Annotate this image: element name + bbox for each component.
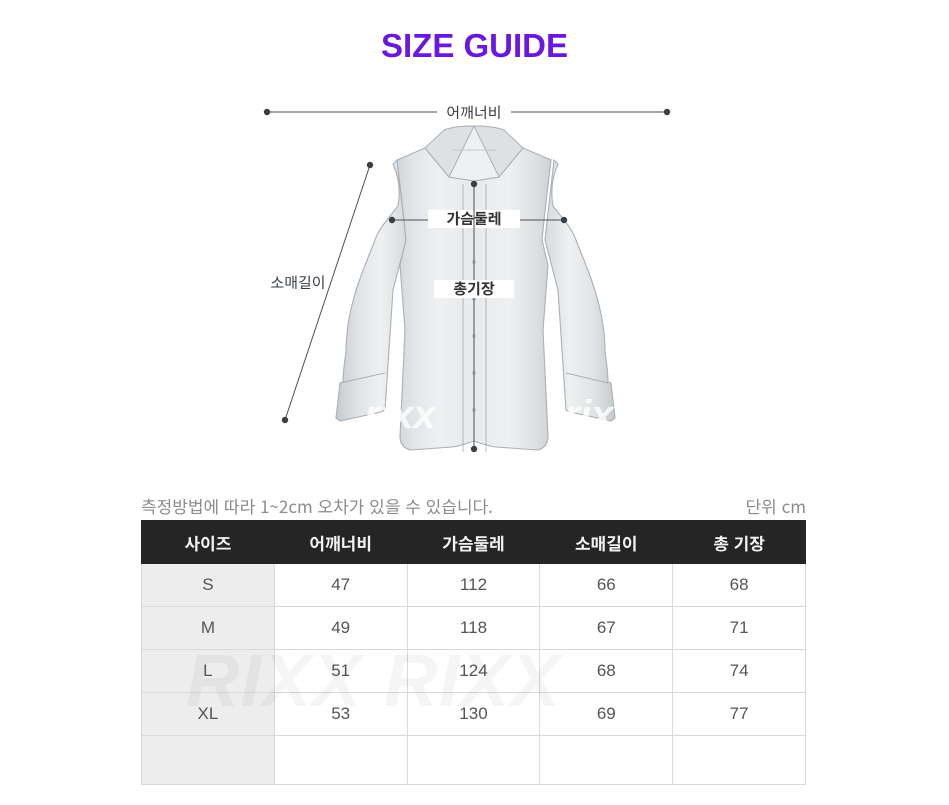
svg-text:총기장: 총기장 [453,278,495,299]
svg-text:어깨너비: 어깨너비 [446,102,501,123]
svg-text:rixx: rixx [364,393,437,437]
svg-text:소매길이: 소매길이 [270,272,325,293]
svg-text:rixx: rixx [564,393,637,437]
